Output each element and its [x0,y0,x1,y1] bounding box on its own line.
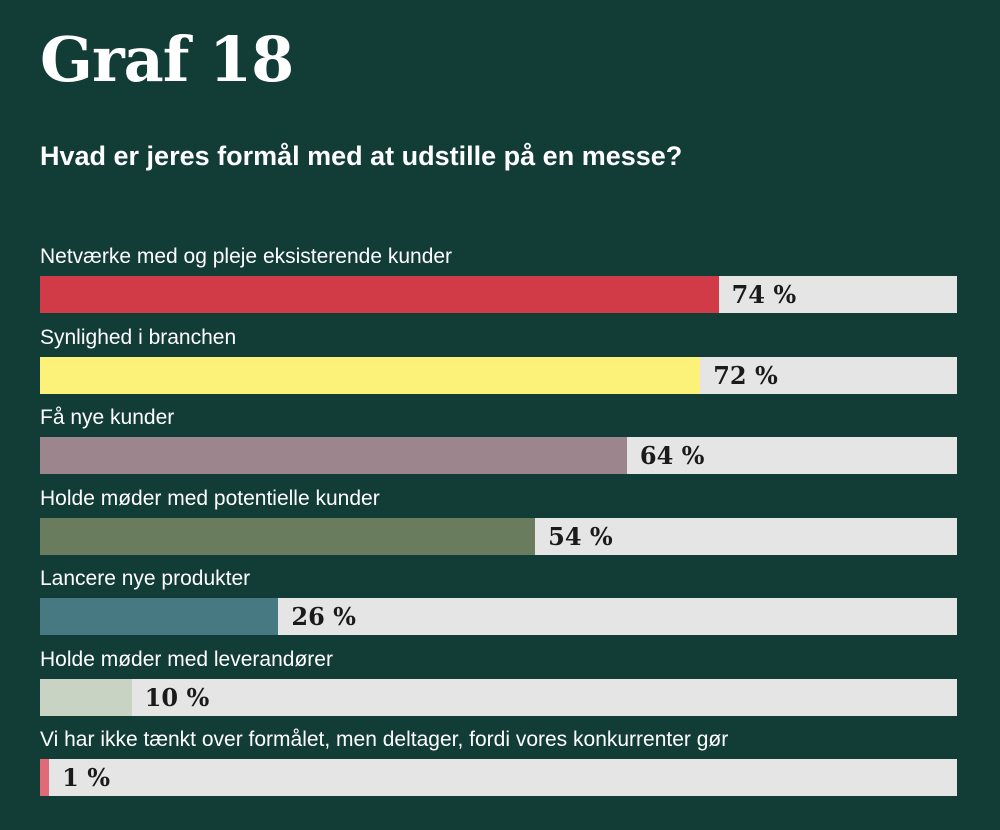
bar [40,517,536,555]
value-label: 74 % [731,280,797,309]
value-label: 26 % [291,602,356,631]
category-label: Få nye kunder [40,406,175,429]
bar [40,759,50,796]
bar-row: Holde møder med potentielle kunder 54 % [40,486,957,555]
category-label: Lancere nye produkter [40,567,251,590]
category-label: Holde møder med potentielle kunder [40,486,380,510]
bar-row: Få nye kunder 64 % [40,405,957,474]
bar-track: 26 % [40,598,957,635]
value-label: 10 % [144,682,210,712]
bar-track: 54 % [40,517,957,555]
bar [40,678,132,716]
bar [40,598,279,635]
bar [40,356,701,394]
category-label: Netværke med og pleje eksisterende kunde… [40,245,453,268]
bar-track: 64 % [40,437,957,474]
value-label: 64 % [639,441,705,470]
category-label: Synlighed i branchen [40,325,237,349]
value-label: 1 % [62,763,111,792]
value-label: 54 % [548,521,613,551]
value-label: 72 % [713,360,778,390]
bar-track: 72 % [40,356,957,394]
bar-row: Holde møder med leverandører 10 % [40,647,957,716]
chart-subtitle: Hvad er jeres formål med at udstille på … [40,141,683,171]
bar-row: Netværke med og pleje eksisterende kunde… [40,244,957,313]
bar-row: Lancere nye produkter 26 % [40,566,957,635]
bar-track: 74 % [40,276,957,313]
bar-track: 1 % [40,759,957,796]
bar-track: 10 % [40,678,957,716]
bar-row: Vi har ikke tænkt over formålet, men del… [40,727,957,796]
chart-title: Graf 18 [40,23,294,96]
bar [40,276,719,313]
bar-row: Synlighed i branchen 72 % [40,325,957,394]
category-label: Holde møder med leverandører [40,647,333,671]
category-label: Vi har ikke tænkt over formålet, men del… [40,728,729,751]
bar [40,437,627,474]
